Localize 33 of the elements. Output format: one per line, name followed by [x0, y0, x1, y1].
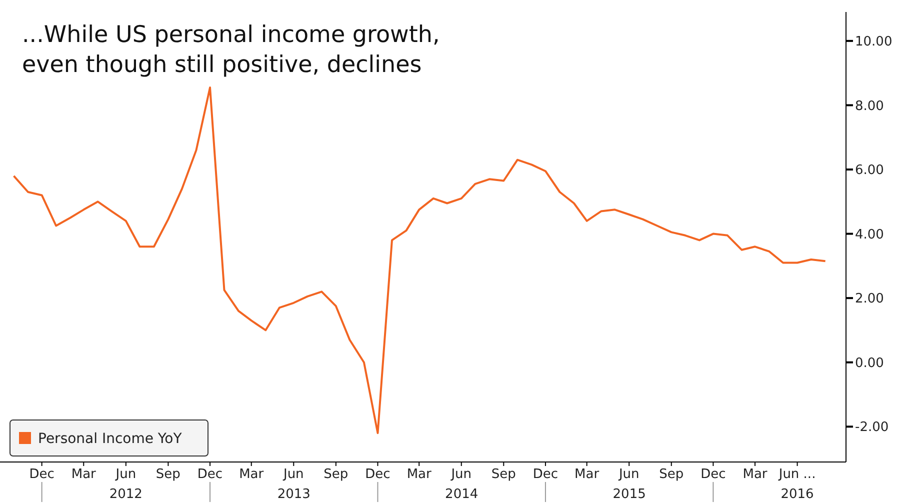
x-tick-label: Mar: [574, 467, 600, 482]
y-tick-label: -2.00: [855, 420, 889, 436]
y-tick-label: 10.00: [855, 34, 892, 50]
x-tick-label: Jun: [618, 467, 640, 482]
legend-label: Personal Income YoY: [38, 431, 182, 447]
x-tick-label: Dec: [365, 467, 390, 482]
text: 2012: [109, 487, 142, 502]
x-tick-label: Sep: [491, 467, 516, 482]
y-tick-label: 0.00: [855, 356, 884, 371]
y-tick-label: 4.00: [855, 227, 884, 242]
x-tick-label: Mar: [239, 467, 264, 482]
x-tick-label: Dec: [29, 467, 54, 482]
x-tick-label: Sep: [324, 467, 348, 482]
x-tick-label: Mar: [71, 467, 97, 482]
x-tick-label: Jun: [114, 467, 136, 482]
x-tick-label: Mar: [406, 467, 432, 482]
y-tick-label: 8.00: [855, 98, 884, 114]
text: 2014: [445, 487, 478, 502]
y-tick-label: 2.00: [855, 292, 884, 307]
text: 2016: [780, 487, 814, 502]
x-tick-label: Jun: [450, 467, 472, 482]
x-tick-label: Jun: [282, 467, 304, 482]
text: 2015: [612, 487, 646, 502]
text: 2013: [277, 487, 310, 502]
x-tick-label: Dec: [700, 467, 726, 482]
text: ...While US personal income growth, even though still positive, declines: [22, 22, 440, 78]
y-tick-label: 6.00: [855, 163, 884, 178]
x-tick-label: Sep: [659, 467, 684, 482]
x-tick-label: Sep: [156, 467, 180, 482]
x-tick-label: Dec: [197, 467, 223, 482]
x-tick-label: Dec: [532, 467, 558, 482]
x-tick-label: Jun ...: [778, 467, 816, 482]
x-tick-label: Mar: [742, 467, 768, 482]
